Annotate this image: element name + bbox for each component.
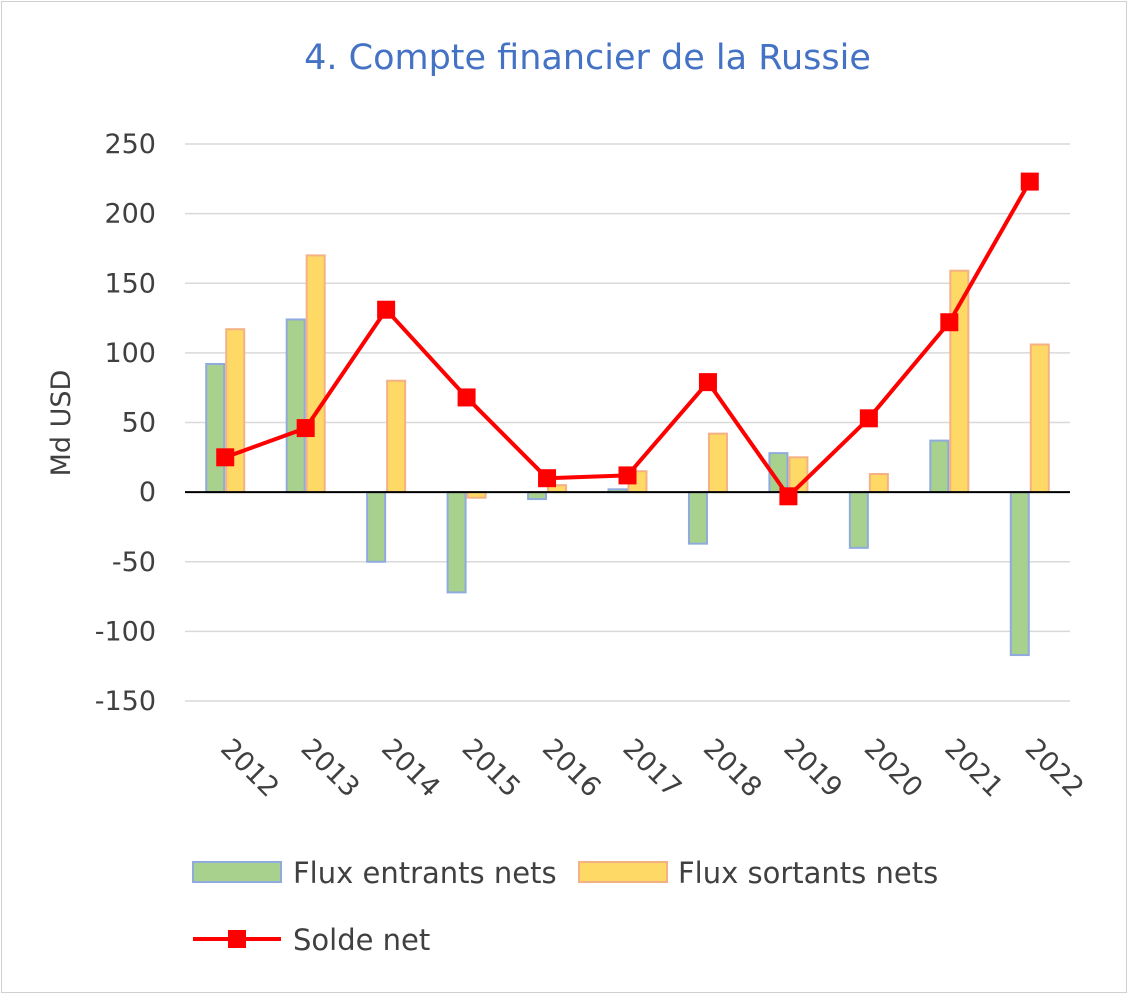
y-tick-label: -50 xyxy=(112,547,156,578)
x-tick-label: 2014 xyxy=(375,733,446,804)
solde-net-marker-2022 xyxy=(1020,172,1039,191)
x-tick-label: 2013 xyxy=(295,733,366,804)
y-tick-label: 50 xyxy=(122,408,156,439)
y-tick-label: 200 xyxy=(104,199,156,230)
solde-net-polyline xyxy=(224,180,1032,499)
solde-net-marker-2020 xyxy=(859,409,878,428)
y-axis-ticks: 250 200 150 100 50 0 -50 -100 -150 xyxy=(95,129,156,717)
chart-title: 4. Compte financier de la Russie xyxy=(304,38,871,78)
solde-net-marker-2018 xyxy=(698,373,717,392)
bar-flux-entrants-2013 xyxy=(285,318,306,494)
x-tick-label: 2019 xyxy=(777,733,848,804)
bar-flux-sortants-2014 xyxy=(386,379,407,494)
x-tick-label: 2012 xyxy=(214,733,285,804)
bar-flux-entrants-2020 xyxy=(848,491,869,549)
legend-swatch-flux-entrants xyxy=(192,861,282,883)
legend-label-flux-entrants: Flux entrants nets xyxy=(293,856,557,890)
solde-net-marker-2019 xyxy=(779,487,798,506)
x-tick-label: 2020 xyxy=(858,733,929,804)
bar-flux-sortants-2013 xyxy=(305,254,326,494)
x-tick-label: 2017 xyxy=(617,733,688,804)
bar-flux-sortants-2020 xyxy=(868,473,889,494)
legend: Flux entrants nets Flux sortants nets So… xyxy=(192,856,938,957)
solde-net-marker-2015 xyxy=(457,388,476,407)
bar-flux-sortants-2022 xyxy=(1029,343,1050,494)
bar-flux-entrants-2015 xyxy=(446,491,467,594)
x-tick-label: 2015 xyxy=(456,733,527,804)
solde-net-marker-2013 xyxy=(296,419,315,438)
bar-flux-entrants-2014 xyxy=(366,491,387,563)
x-tick-label: 2016 xyxy=(536,733,607,804)
y-tick-label: 100 xyxy=(104,338,156,369)
y-tick-label: 0 xyxy=(139,477,156,508)
y-axis-label: Md USD xyxy=(46,370,77,477)
x-tick-label: 2018 xyxy=(697,733,768,804)
solde-net-line xyxy=(216,172,1039,506)
legend-label-solde-net: Solde net xyxy=(293,923,430,957)
solde-net-marker-2021 xyxy=(940,313,959,332)
x-tick-label: 2022 xyxy=(1019,733,1090,804)
y-tick-label: -150 xyxy=(95,686,156,717)
bar-flux-sortants-2012 xyxy=(225,328,246,494)
bar-flux-sortants-2018 xyxy=(707,432,728,494)
legend-swatch-flux-sortants xyxy=(578,861,668,883)
solde-net-marker-2014 xyxy=(377,300,396,319)
solde-net-marker-2016 xyxy=(538,469,557,488)
bar-flux-entrants-2021 xyxy=(929,439,950,494)
solde-net-marker-2012 xyxy=(216,448,235,467)
bar-flux-entrants-2018 xyxy=(687,491,708,545)
bar-flux-entrants-2016 xyxy=(527,491,548,501)
x-tick-label: 2021 xyxy=(938,733,1009,804)
y-tick-label: -100 xyxy=(95,616,156,647)
x-axis-ticks: 2012 2013 2014 2015 2016 2017 2018 2019 2020 2021… xyxy=(214,733,1089,804)
bar-flux-entrants-2012 xyxy=(205,363,226,494)
y-tick-label: 150 xyxy=(104,268,156,299)
bars xyxy=(205,254,1050,657)
bar-flux-entrants-2022 xyxy=(1009,491,1030,657)
y-tick-label: 250 xyxy=(104,129,156,160)
solde-net-marker-2017 xyxy=(618,466,637,485)
legend-label-flux-sortants: Flux sortants nets xyxy=(678,856,938,890)
legend-marker-solde-net xyxy=(228,930,246,948)
